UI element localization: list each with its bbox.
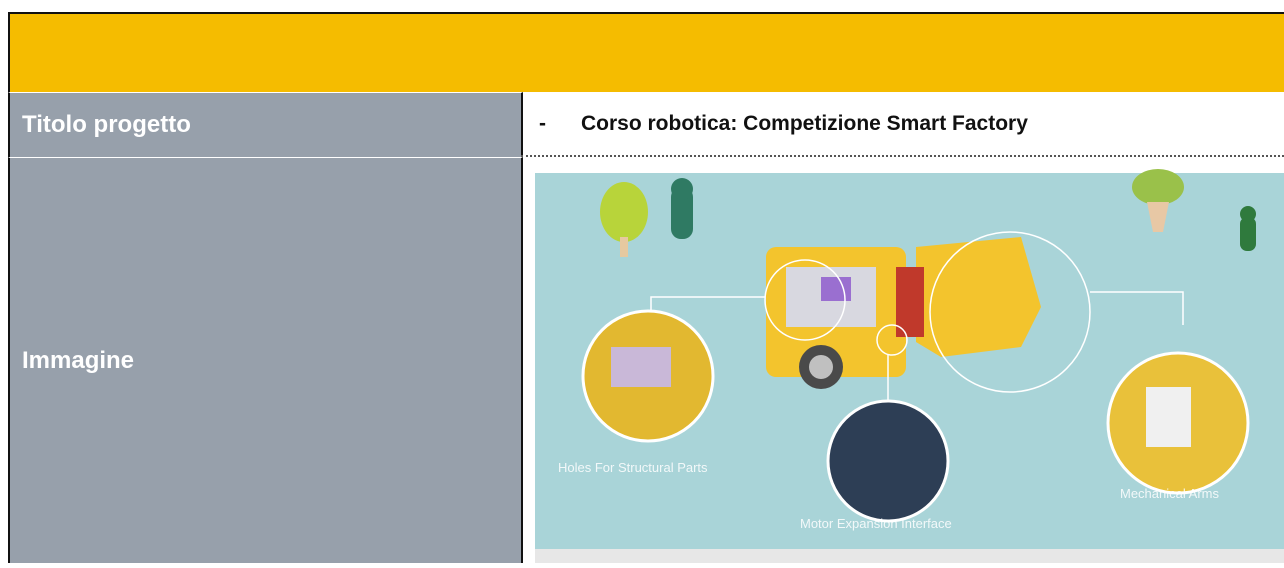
row-label: Titolo progetto	[8, 92, 523, 157]
header-cell	[8, 12, 523, 92]
row-value: - Corso robotica: Competizione Smart Fac…	[521, 92, 1284, 157]
row-label: Immagine	[8, 157, 523, 563]
value-text: Corso robotica: Competizione Smart Facto…	[581, 111, 1028, 135]
row-value: Holes For Structural Parts Motor Expansi…	[521, 157, 1284, 563]
image-caption: Motor Expansion Interface	[800, 516, 952, 531]
image-caption: Holes For Structural Parts	[558, 460, 708, 475]
header-cell	[521, 12, 1284, 92]
bullet: -	[539, 111, 546, 135]
label-text: Immagine	[22, 346, 135, 374]
product-image: Holes For Structural Parts Motor Expansi…	[535, 169, 1284, 563]
image-caption: Mechanical Arms	[1120, 486, 1219, 501]
label-text: Titolo progetto	[22, 111, 191, 138]
